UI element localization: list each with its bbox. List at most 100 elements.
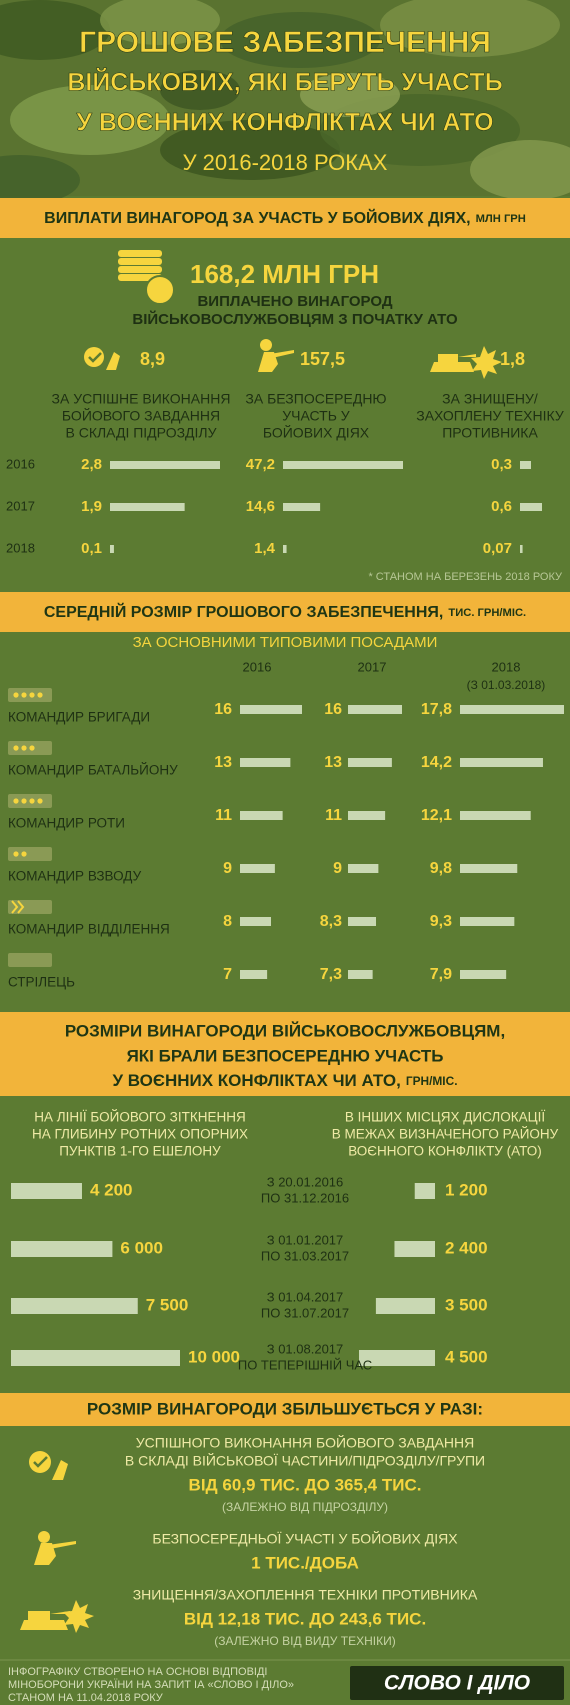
camo-spot <box>380 0 560 57</box>
period-label: ПО 31.03.2017 <box>261 1248 349 1263</box>
heading-text: У ВОЄННИХ КОНФЛІКТАХ ЧИ АТО, <box>112 1071 400 1090</box>
column-header: НА ЛІНІЇ БОЙОВОГО ЗІТКНЕННЯ <box>34 1110 245 1125</box>
salary-value: 16 <box>214 701 232 718</box>
rank-star <box>29 745 35 751</box>
camo-spot <box>160 120 340 180</box>
salary-value: 9,3 <box>430 913 452 930</box>
rank-star <box>21 851 27 857</box>
period-label: ПО 31.12.2016 <box>261 1190 349 1205</box>
bar <box>460 811 531 820</box>
award-value: 14,6 <box>246 498 275 515</box>
bar <box>520 461 531 469</box>
source-line: МІНОБОРОНИ УКРАЇНИ НА ЗАПИТ ІА «СЛОВО І … <box>8 1679 294 1691</box>
condition: ЗНИЩЕННЯ/ЗАХОПЛЕННЯ ТЕХНІКИ ПРОТИВНИКА <box>133 1587 478 1603</box>
reward-value: 6 000 <box>120 1238 163 1257</box>
period-label: ПО ТЕПЕРІШНІЙ ЧАС <box>238 1357 372 1372</box>
salary-value: 9 <box>333 860 342 877</box>
award-value: 0,3 <box>491 456 512 473</box>
group-caption: ЗА УСПІШНЕ ВИКОНАННЯ <box>52 391 231 407</box>
column-header: НА ГЛИБИНУ РОТНИХ ОПОРНИХ <box>32 1127 248 1142</box>
bar <box>11 1350 180 1366</box>
title-line: У ВОЄННИХ КОНФЛІКТАХ ЧИ АТО <box>76 109 493 137</box>
group-total: 1,8 <box>500 349 525 369</box>
position-label: СТРІЛЕЦЬ <box>8 975 75 990</box>
award-value: 2,8 <box>81 456 102 473</box>
group-caption: ЗАХОПЛЕНУ ТЕХНІКУ <box>416 408 564 424</box>
rank-star <box>21 745 27 751</box>
camo-spot <box>10 85 170 155</box>
rank-star <box>21 692 27 698</box>
tank-icon <box>20 1611 70 1630</box>
rank-star <box>37 692 43 698</box>
coin-icon <box>145 275 175 305</box>
salary-value: 7 <box>223 966 232 983</box>
source-line: СТАНОМ НА 11.04.2018 РОКУ <box>8 1692 164 1704</box>
check-icon <box>33 1456 48 1468</box>
group-total: 157,5 <box>300 349 345 369</box>
awards-total: 168,2 МЛН ГРН <box>190 259 379 289</box>
explosion-icon <box>63 1600 94 1633</box>
camo-spot <box>300 73 400 117</box>
section-heading: СЕРЕДНІЙ РОЗМІР ГРОШОВОГО ЗАБЕЗПЕЧЕННЯ, Т… <box>44 602 526 621</box>
position-label: КОМАНДИР РОТИ <box>8 816 125 831</box>
footnote: * СТАНОМ НА БЕРЕЗЕНЬ 2018 РОКУ <box>368 571 563 583</box>
salary-value: 13 <box>214 754 232 771</box>
soldier-icon <box>258 350 294 372</box>
section-heading: ВИПЛАТИ ВИНАГОРОД ЗА УЧАСТЬ У БОЙОВИХ ДІ… <box>44 208 526 227</box>
camo-spot <box>470 140 570 200</box>
coin-icon <box>118 250 162 257</box>
group-total: 8,9 <box>140 349 165 369</box>
salary-value: 9 <box>223 860 232 877</box>
salary-value: 17,8 <box>421 701 452 718</box>
reward-value: 7 500 <box>146 1295 189 1314</box>
hand-icon <box>52 1460 68 1480</box>
bar <box>348 970 373 979</box>
period-label: З 01.01.2017 <box>267 1232 344 1247</box>
heading-unit: ГРН/МІС. <box>406 1074 458 1088</box>
group-caption: ПРОТИВНИКА <box>442 425 538 441</box>
award-value: 0,1 <box>81 540 102 557</box>
heading-unit: ТИС. ГРН/МІС. <box>448 607 526 619</box>
amount-note: (ЗАЛЕЖНО ВІД ВИДУ ТЕХНІКИ) <box>214 1634 395 1648</box>
awards-caption: ВІЙСЬКОВОСЛУЖБОВЦЯМ З ПОЧАТКУ АТО <box>132 310 458 328</box>
bar <box>460 864 518 873</box>
salary-value: 8,3 <box>320 913 342 930</box>
amount: 1 ТИС./ДОБА <box>251 1553 359 1572</box>
bar <box>11 1183 82 1199</box>
bar <box>348 811 386 820</box>
group-caption: В СКЛАДІ ПІДРОЗДІЛУ <box>65 425 216 441</box>
group-caption: БОЙОВОГО ЗАВДАННЯ <box>62 407 220 424</box>
reward-value: 4 500 <box>445 1347 488 1366</box>
column-header: В МЕЖАХ ВИЗНАЧЕНОГО РАЙОНУ <box>332 1127 559 1142</box>
year-note: (З 01.03.2018) <box>467 678 546 692</box>
reward-value: 2 400 <box>445 1238 488 1257</box>
award-value: 0,6 <box>491 498 512 515</box>
bar <box>240 705 302 714</box>
amount: ВІД 12,18 ТИС. ДО 243,6 ТИС. <box>184 1609 426 1628</box>
salary-value: 11 <box>215 807 232 824</box>
camo-spot <box>0 155 80 205</box>
coin-icon <box>118 258 162 265</box>
rank-star <box>13 798 19 804</box>
salary-value: 8 <box>223 913 232 930</box>
title-line: ГРОШОВЕ ЗАБЕЗПЕЧЕННЯ <box>79 26 491 59</box>
bar <box>375 1298 435 1314</box>
rank-chevron <box>11 900 25 914</box>
amount: ВІД 60,9 ТИС. ДО 365,4 ТИС. <box>189 1475 422 1494</box>
column-header: В ІНШИХ МІСЦЯХ ДИСЛОКАЦІЇ <box>345 1110 545 1125</box>
reward-value: 4 200 <box>90 1180 133 1199</box>
bar <box>520 503 542 511</box>
rank-icon <box>8 900 52 914</box>
camo-spot <box>160 70 240 110</box>
period-label: З 01.04.2017 <box>267 1289 344 1304</box>
bar <box>348 758 392 767</box>
salary-value: 11 <box>325 807 342 824</box>
bar <box>240 864 275 873</box>
bar <box>283 503 321 511</box>
rank-star <box>29 798 35 804</box>
condition: БЕЗПОСЕРЕДНЬОЇ УЧАСТІ У БОЙОВИХ ДІЯХ <box>152 1530 458 1547</box>
rank-star <box>29 692 35 698</box>
amount-note: (ЗАЛЕЖНО ВІД ПІДРОЗДІЛУ) <box>222 1500 388 1514</box>
